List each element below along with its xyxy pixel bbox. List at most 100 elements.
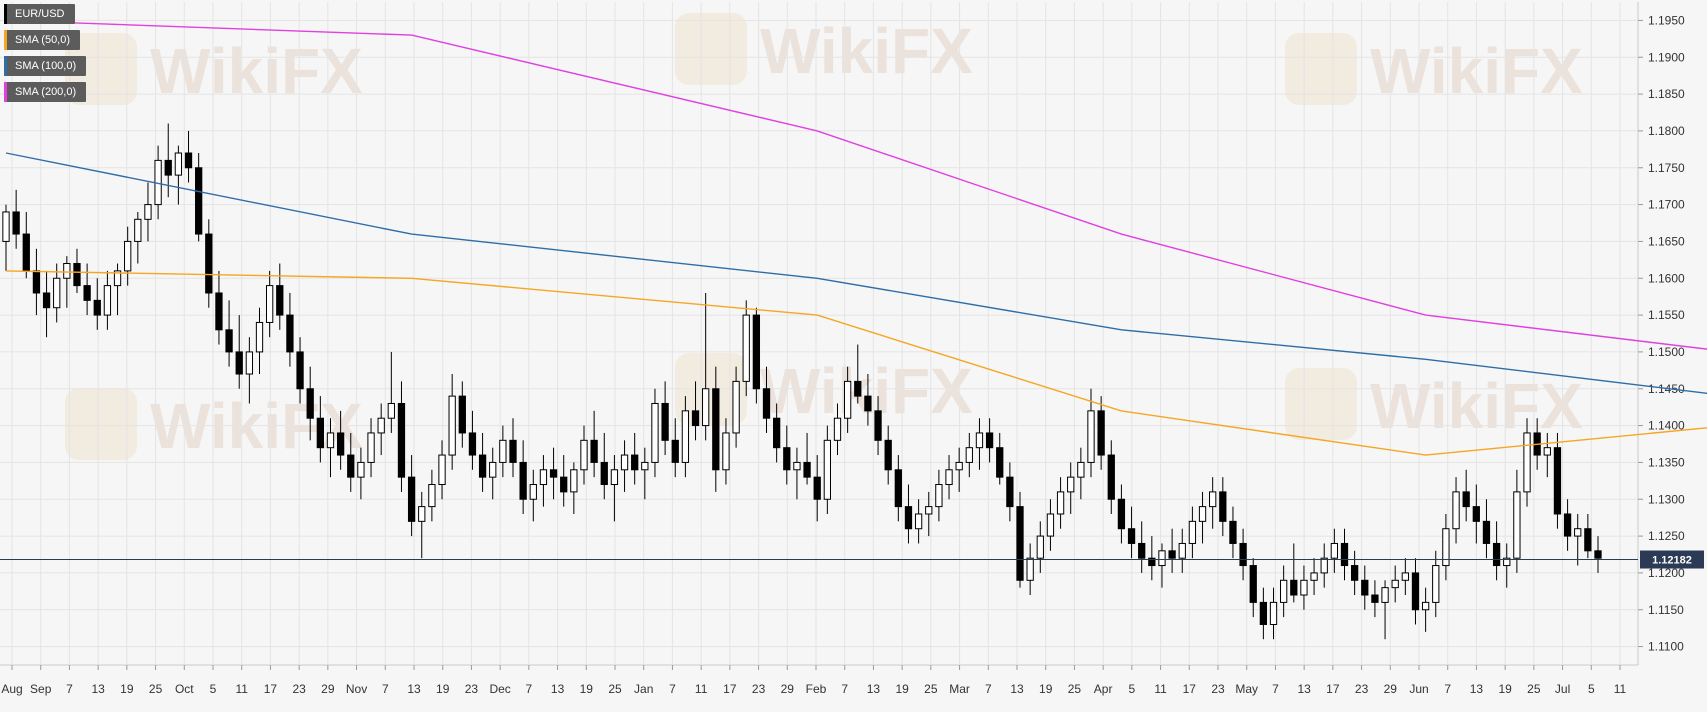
legend-item-eurusd[interactable]: EUR/USD <box>4 4 75 24</box>
watermark-text: WikiFX <box>760 15 973 87</box>
legend-swatch <box>4 4 7 24</box>
x-tick-label: 7 <box>841 682 848 696</box>
candle-body <box>813 476 821 500</box>
candle-body <box>864 395 872 412</box>
candle-body <box>42 292 51 309</box>
x-tick-label: 17 <box>723 682 737 696</box>
candle-body <box>184 152 193 169</box>
legend-item-sma200[interactable]: SMA (200,0) <box>4 82 87 102</box>
x-tick-label: 13 <box>867 682 881 696</box>
legend-item-sma50[interactable]: SMA (50,0) <box>4 30 81 50</box>
candle-body <box>1472 506 1480 522</box>
candle-body <box>641 461 649 471</box>
candle-body <box>1401 572 1409 581</box>
candle-body <box>580 439 588 471</box>
candle-body <box>1290 579 1298 596</box>
price-tag <box>1640 550 1704 569</box>
candle-body <box>1442 528 1450 567</box>
candle-body <box>1148 557 1156 567</box>
x-tick-label: 5 <box>1588 682 1595 696</box>
candle-body <box>985 432 994 449</box>
candle-body <box>1219 491 1227 522</box>
candle-body <box>1249 565 1257 603</box>
candle-body <box>671 439 679 463</box>
candle-body <box>1300 579 1308 596</box>
candle-body <box>1350 565 1359 581</box>
sma100-line <box>5 152 1707 395</box>
candle-body <box>1523 432 1531 493</box>
candle-body <box>894 469 902 508</box>
candle-body <box>1553 447 1562 515</box>
candle-body <box>529 484 537 500</box>
candle-body <box>631 454 639 471</box>
candle-body <box>124 240 132 272</box>
candle-body <box>1117 498 1126 530</box>
candle-body <box>1503 557 1511 567</box>
x-tick-label: 13 <box>1010 682 1024 696</box>
candle-body <box>1310 572 1318 581</box>
y-tick-label: 1.1500 <box>1648 345 1685 359</box>
x-tick-label: 7 <box>669 682 676 696</box>
legend-item-sma100[interactable]: SMA (100,0) <box>4 56 87 76</box>
x-tick-label: 19 <box>436 682 450 696</box>
candle-body <box>843 380 852 419</box>
candle-body <box>73 263 81 287</box>
candle-body <box>1492 542 1501 567</box>
candle-body <box>134 218 142 242</box>
candle-body <box>103 285 112 316</box>
legend-label: SMA (50,0) <box>15 34 71 46</box>
x-tick-label: 7 <box>382 682 389 696</box>
candle-body <box>1168 550 1176 559</box>
candle-body <box>1421 601 1430 611</box>
x-tick-label: 23 <box>1211 682 1225 696</box>
x-tick-label: 17 <box>264 682 278 696</box>
y-tick-label: 1.1750 <box>1648 161 1685 175</box>
candle-body <box>438 454 446 486</box>
candle-body <box>1067 476 1075 493</box>
candle-body <box>742 314 750 382</box>
candle-body <box>2 211 10 242</box>
candle-body <box>478 454 487 478</box>
candle-body <box>620 454 629 471</box>
candle-body <box>1391 579 1399 589</box>
x-tick-label: 25 <box>924 682 938 696</box>
x-tick-label: 17 <box>1326 682 1340 696</box>
candle-body <box>1046 513 1055 537</box>
y-tick-label: 1.1150 <box>1648 603 1684 617</box>
candle-body <box>975 432 984 449</box>
candle-body <box>1432 565 1440 603</box>
y-tick-label: 1.1250 <box>1648 529 1685 543</box>
x-tick-label: Jan <box>634 682 653 696</box>
x-tick-label: 29 <box>1384 682 1398 696</box>
candle-body <box>793 461 801 471</box>
candle-body <box>1087 410 1095 463</box>
candle-body <box>945 469 953 486</box>
x-tick-label: 17 <box>1183 682 1197 696</box>
candle-body <box>407 476 416 522</box>
x-tick-label: 13 <box>551 682 565 696</box>
candle-body <box>1127 528 1136 544</box>
candle-body <box>1158 550 1166 567</box>
sma200-line <box>5 19 1707 350</box>
y-tick-label: 1.1400 <box>1648 419 1685 433</box>
candle-body <box>83 285 91 301</box>
legend-label: EUR/USD <box>15 8 65 20</box>
candle-body <box>783 447 791 471</box>
candle-body <box>1320 557 1328 574</box>
x-tick-label: Oct <box>175 682 194 696</box>
y-tick-label: 1.1300 <box>1648 492 1685 506</box>
candle-body <box>996 447 1004 478</box>
candle-body <box>1594 550 1602 559</box>
candle-body <box>1016 506 1024 581</box>
x-tick-label: 7 <box>985 682 992 696</box>
candle-body <box>367 432 375 463</box>
candle-body <box>833 417 842 441</box>
candle-body <box>874 410 882 441</box>
watermark-text: WikiFX <box>760 355 973 427</box>
candle-body <box>458 395 466 434</box>
x-tick-label: 29 <box>781 682 795 696</box>
candle-body <box>316 417 324 449</box>
y-tick-label: 1.1350 <box>1648 455 1685 469</box>
